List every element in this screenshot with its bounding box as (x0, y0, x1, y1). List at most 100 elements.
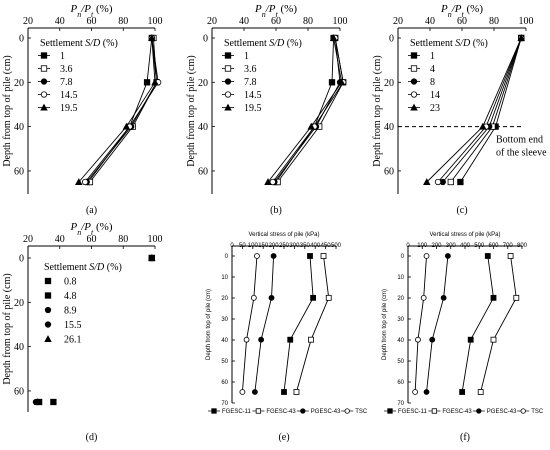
x-tick-label: 40 (55, 16, 65, 27)
series-PGESC-43 (251, 253, 277, 395)
data-point (444, 253, 451, 259)
data-point (440, 294, 447, 301)
series-FGESC-43 (293, 253, 332, 395)
data-point (251, 389, 258, 395)
x-tick-label: 80 (118, 16, 128, 27)
series-line (241, 255, 258, 393)
series-FGESC-11 (459, 253, 497, 395)
y-tick-label: 10 (397, 275, 404, 281)
title-part: n (77, 228, 81, 237)
legend-marker (40, 103, 48, 111)
panel-caption: (a) (86, 205, 97, 216)
legend-label: 23 (430, 103, 440, 114)
legend-title-part: (%) (100, 38, 118, 49)
data-point (447, 178, 454, 186)
x-tick-label: 0 (230, 243, 234, 249)
legend-title: Settlement S/D (%) (224, 38, 302, 49)
data-point (423, 389, 430, 395)
series-7.8 (271, 34, 344, 186)
y-tick-label: 0 (203, 34, 208, 45)
y-tick-label: 40 (198, 122, 208, 133)
y-axis-label: Depth from top of pile (cm) (382, 289, 388, 360)
y-tick-label: 40 (384, 122, 394, 133)
x-tick-label: 0 (406, 243, 410, 249)
y-tick-label: 30 (397, 317, 404, 323)
legend-title-part: Settlement (224, 38, 269, 49)
data-point (429, 336, 436, 343)
panel-caption: (e) (278, 432, 289, 443)
legend: FGESC-11 FGESC-43 PGESC-43 TSC (384, 408, 544, 415)
series-line (89, 37, 158, 183)
x-tick-label: 20 (23, 16, 33, 27)
legend-label: 15.5 (64, 320, 82, 331)
x-tick-label: 60 (271, 16, 281, 27)
title-part: (%) (278, 3, 298, 15)
x-tick-label: 400 (310, 243, 321, 249)
x-tick-label: 800 (517, 243, 528, 249)
data-point (513, 294, 520, 301)
data-point (479, 122, 487, 130)
series-14.5 (269, 34, 347, 186)
x-axis-title: Vertical stress of pile (kPa) (248, 232, 319, 238)
y-axis-label: Depth from top of pile (cm) (2, 55, 13, 166)
x-tick-label: 600 (488, 243, 499, 249)
x-tick-label: 500 (474, 243, 485, 249)
title-part: P (70, 221, 78, 233)
title-part: t (462, 10, 465, 19)
series-PGESC-43 (423, 253, 451, 395)
title-part: P (254, 3, 262, 15)
legend-title-part: Settlement (410, 38, 455, 49)
legend-label: PGESC-43 (487, 409, 517, 415)
series-line (277, 37, 344, 183)
y-tick-label: 60 (221, 380, 228, 386)
legend-marker (387, 408, 393, 414)
legend: Settlement S/D (%) 1 3.6 7.8 14.5 19.5 (222, 38, 302, 114)
y-axis-label: Depth from top of pile (cm) (372, 55, 383, 166)
y-tick-label: 30 (221, 317, 228, 323)
annotation-text: of the sleeve (496, 148, 547, 159)
data-point (517, 34, 525, 42)
data-point (254, 253, 260, 259)
legend-title-part: Settlement (40, 38, 85, 49)
legend-label: 19.5 (244, 103, 262, 114)
series-line (267, 37, 343, 183)
legend-marker (40, 65, 48, 72)
legend-marker (410, 52, 418, 59)
y-tick-label: 70 (397, 401, 404, 407)
y-tick-label: 70 (221, 401, 228, 407)
x-tick-label: 40 (239, 16, 249, 27)
data-point (337, 78, 346, 86)
legend-marker (224, 78, 232, 85)
y-tick-label: 60 (14, 386, 24, 397)
data-point (143, 79, 151, 86)
y-tick-label: 20 (384, 78, 394, 89)
series-15.5 (32, 254, 155, 406)
panel-f: 0 100 200 300 400 500 600 700 800 0 10 20 30 40 50 60 70… (382, 232, 544, 443)
panel-caption: (f) (460, 432, 470, 443)
series-line (461, 255, 494, 393)
data-point (250, 294, 257, 301)
title-part: t (91, 228, 94, 237)
data-point (243, 336, 250, 343)
data-point (507, 253, 514, 259)
y-tick-label: 0 (225, 254, 229, 260)
y-axis-label: Depth from top of pile (cm) (186, 55, 197, 166)
legend-title-part: S/D (89, 262, 105, 273)
series-line (78, 37, 156, 183)
y-tick-label: 0 (389, 34, 394, 45)
x-tick-label: 60 (87, 234, 97, 245)
legend-marker (40, 91, 48, 98)
data-point (328, 79, 336, 86)
legend-marker (44, 292, 52, 299)
legend-marker (410, 91, 418, 98)
legend-label: FGESC-11 (398, 409, 428, 415)
x-tick-label: 20 (393, 16, 403, 27)
title-part: (%) (93, 221, 113, 233)
data-point (287, 336, 294, 343)
x-tick-label: 500 (331, 243, 342, 249)
data-point (484, 253, 491, 259)
title-part: /P (80, 3, 91, 15)
